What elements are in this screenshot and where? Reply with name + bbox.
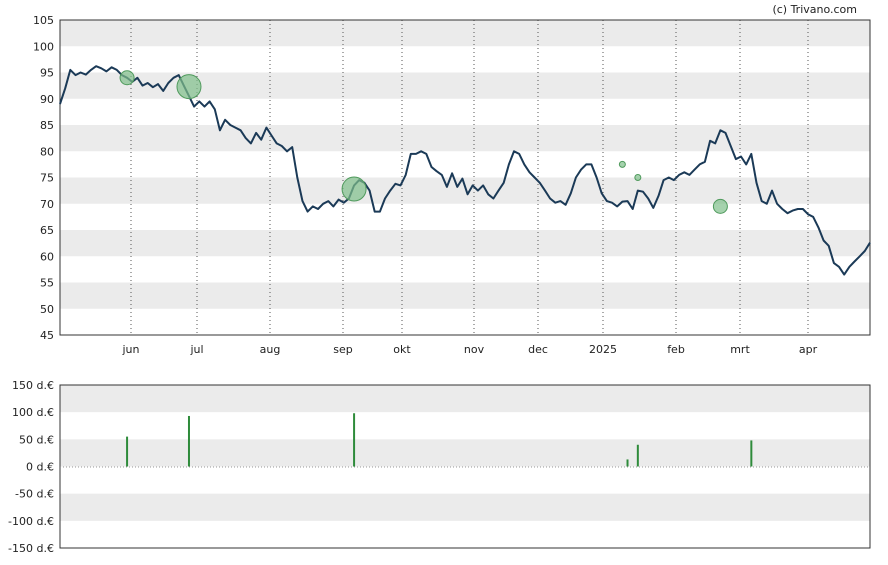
y-tick-label: 50	[40, 303, 54, 316]
credit-text: (c) Trivano.com	[772, 3, 857, 16]
price-band	[60, 282, 870, 309]
y-tick-label: 70	[40, 198, 54, 211]
volume-y-tick-label: 50 d.€	[19, 433, 54, 446]
price-y-axis: 105 100 95 90 85 80 75 70 65 60 55 50 45	[33, 14, 54, 342]
volume-y-tick-label: -100 d.€	[8, 515, 54, 528]
dividend-marker	[119, 70, 135, 86]
month-x-axis: jun jul aug sep okt nov dec 2025 feb mrt apr	[122, 343, 818, 356]
volume-panel-bands	[60, 385, 870, 521]
volume-band	[60, 493, 870, 521]
y-tick-label: 55	[40, 277, 54, 290]
y-tick-label: 85	[40, 119, 54, 132]
x-tick-label: apr	[799, 343, 818, 356]
volume-y-axis: 150 d.€ 100 d.€ 50 d.€ 0 d.€ -50 d.€ -100 d.€…	[8, 379, 54, 555]
x-tick-label: aug	[260, 343, 281, 356]
x-tick-label: jul	[189, 343, 203, 356]
y-tick-label: 75	[40, 172, 54, 185]
price-panel-bands	[60, 20, 870, 309]
volume-y-tick-label: -150 d.€	[8, 542, 54, 555]
dividend-marker	[712, 198, 728, 214]
x-tick-label: dec	[528, 343, 548, 356]
dividend-markers	[119, 70, 728, 214]
price-band	[60, 177, 870, 204]
y-tick-label: 60	[40, 250, 54, 263]
dividend-marker	[341, 176, 367, 202]
x-tick-label: sep	[333, 343, 352, 356]
x-tick-label: feb	[667, 343, 685, 356]
x-tick-label: jun	[122, 343, 140, 356]
price-band	[60, 230, 870, 257]
dividend-marker	[634, 174, 642, 181]
x-tick-label: 2025	[589, 343, 617, 356]
x-tick-label: nov	[464, 343, 485, 356]
y-tick-label: 65	[40, 224, 54, 237]
y-tick-label: 80	[40, 145, 54, 158]
volume-y-tick-label: 0 d.€	[26, 461, 54, 474]
x-tick-label: okt	[393, 343, 411, 356]
y-tick-label: 105	[33, 14, 54, 27]
y-tick-label: 90	[40, 93, 54, 106]
price-band	[60, 20, 870, 47]
x-tick-label: mrt	[730, 343, 750, 356]
y-tick-label: 100	[33, 40, 54, 53]
volume-y-tick-label: 150 d.€	[12, 379, 54, 392]
volume-y-tick-label: -50 d.€	[15, 488, 54, 501]
price-line	[59, 65, 871, 276]
price-panel-frame	[59, 19, 871, 336]
price-band	[60, 125, 870, 152]
volume-band	[60, 385, 870, 413]
dividend-marker	[176, 74, 202, 100]
dividend-marker	[618, 160, 626, 168]
volume-y-tick-label: 100 d.€	[12, 406, 54, 419]
volume-bars	[126, 413, 753, 467]
y-tick-label: 95	[40, 67, 54, 80]
y-tick-label: 45	[40, 329, 54, 342]
volume-band	[60, 439, 870, 467]
